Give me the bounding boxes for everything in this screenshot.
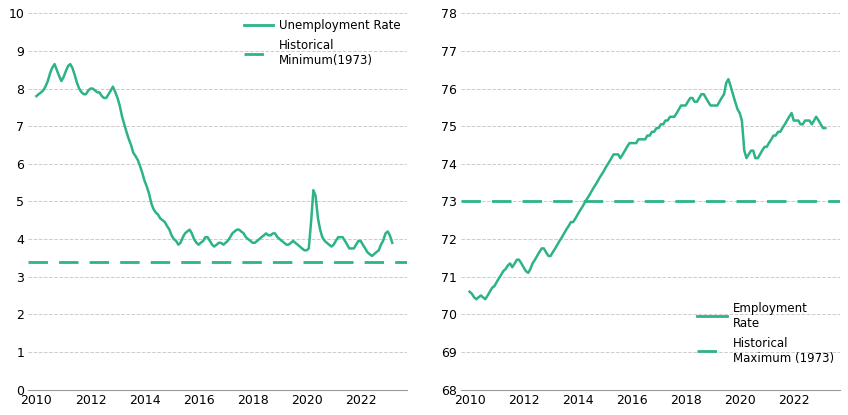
Legend: Employment
Rate, Historical
Maximum (1973): Employment Rate, Historical Maximum (197…	[697, 302, 834, 365]
Legend: Unemployment Rate, Historical
Minimum(1973): Unemployment Rate, Historical Minimum(19…	[243, 19, 400, 67]
